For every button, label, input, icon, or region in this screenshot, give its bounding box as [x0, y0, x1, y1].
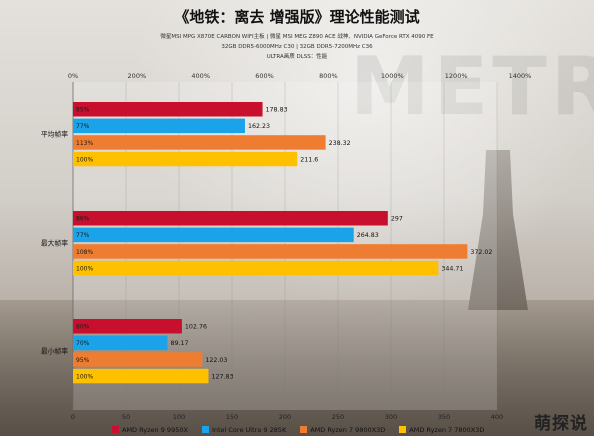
x-tick-label-7: 350: [438, 413, 450, 421]
bar-1-2: [73, 244, 468, 259]
bar-value-label-1-2: 372.02: [470, 249, 492, 256]
bar-value-label-2-0: 102.76: [185, 324, 207, 331]
legend-item-9800x3d: AMD Ryzen 7 9800X3D: [300, 426, 385, 434]
bar-0-3: [73, 151, 298, 167]
legend-swatch-9950x: [112, 426, 119, 433]
bar-percent-label-0-0: 85%: [76, 107, 90, 114]
bar-percent-label-0-1: 77%: [76, 123, 90, 130]
x-tick-label-8: 400: [491, 413, 503, 421]
x-top-tick-label-6: 1200%: [445, 72, 468, 80]
x-tick-label-6: 300: [385, 413, 397, 421]
x-top-tick-label-5: 1000%: [381, 72, 404, 80]
bar-value-label-0-2: 238.32: [329, 140, 351, 147]
x-top-tick-label-1: 200%: [128, 72, 147, 80]
bar-1-3: [73, 260, 439, 276]
chart-subtitles: 微星MSI MPG X870E CARBON WIFI主板 | 微星 MSI M…: [0, 32, 594, 62]
bar-percent-label-2-0: 80%: [76, 324, 90, 331]
bar-percent-label-2-1: 70%: [76, 340, 90, 347]
bar-percent-label-1-2: 108%: [76, 249, 93, 256]
bar-percent-label-2-2: 95%: [76, 357, 90, 364]
x-top-tick-label-3: 600%: [255, 72, 274, 80]
category-label-0: 平均帧率: [41, 130, 68, 139]
legend-swatch-9800x3d: [300, 426, 308, 433]
bar-percent-label-1-3: 100%: [76, 265, 93, 272]
legend-item-285k: Intel Core Ultra 9 285K: [201, 425, 287, 434]
legend-item-9950x: AMD Ryzen 9 9950X: [112, 426, 188, 434]
x-top-tick-label-7: 1400%: [509, 72, 532, 80]
legend-label-9950x: AMD Ryzen 9 9950X: [122, 425, 188, 434]
background-wordmark: METRO: [350, 40, 594, 133]
bar-0-1: [73, 118, 245, 134]
bar-2-1: [73, 335, 168, 351]
bar-value-label-1-1: 264.83: [357, 232, 379, 239]
x-tick-label-5: 250: [332, 413, 344, 421]
legend-label-9800x3d: AMD Ryzen 7 9800X3D: [310, 425, 386, 434]
bar-1-0: [73, 211, 388, 226]
x-tick-label-2: 100: [173, 413, 185, 421]
bar-value-label-0-0: 178.83: [266, 107, 288, 114]
subtitle-line-2: 32GB DDR5-6000MHz C30 | 32GB DDR5-7200MH…: [221, 44, 373, 50]
legend-label-7800x3d: AMD Ryzen 7 7800X3D: [409, 425, 485, 434]
bar-percent-label-0-3: 100%: [76, 156, 93, 163]
watermark: 萌探说: [534, 414, 588, 434]
bar-percent-label-1-0: 86%: [76, 216, 90, 223]
bar-0-0: [73, 102, 263, 117]
x-tick-label-1: 50: [122, 413, 130, 421]
bar-value-label-2-2: 122.03: [205, 357, 227, 364]
x-top-tick-label-2: 400%: [191, 72, 210, 80]
bar-value-label-2-3: 127.83: [211, 373, 233, 380]
bar-2-2: [73, 352, 203, 367]
legend-swatch-7800x3d: [399, 426, 407, 433]
bar-value-label-1-3: 344.71: [441, 265, 463, 272]
bar-2-0: [73, 319, 182, 334]
x-top-tick-label-4: 800%: [319, 72, 338, 80]
bar-0-2: [73, 135, 326, 150]
category-label-1: 最大帧率: [41, 239, 68, 248]
subtitle-line-3: ULTRA画质 DLSS：性能: [266, 54, 328, 60]
bar-value-label-0-3: 211.6: [300, 156, 318, 163]
bar-value-label-2-1: 89.17: [171, 340, 189, 347]
bar-1-1: [73, 227, 354, 243]
bar-percent-label-1-1: 77%: [76, 232, 90, 239]
bar-2-3: [73, 368, 209, 384]
x-tick-label-3: 150: [226, 413, 238, 421]
legend-swatch-285k: [201, 426, 209, 433]
bar-value-label-0-1: 162.23: [248, 123, 270, 130]
legend-label-285k: Intel Core Ultra 9 285K: [211, 425, 287, 434]
chart-legend: AMD Ryzen 9 9950X Intel Core Ultra 9 285…: [112, 424, 512, 435]
legend-item-7800x3d: AMD Ryzen 7 7800X3D: [399, 426, 484, 434]
subtitle-line-1: 微星MSI MPG X870E CARBON WIFI主板 | 微星 MSI M…: [160, 34, 434, 40]
bar-percent-label-0-2: 113%: [76, 140, 93, 147]
category-label-2: 最小帧率: [41, 347, 68, 356]
x-tick-label-0: 0: [71, 413, 75, 421]
x-tick-label-4: 200: [279, 413, 291, 421]
bar-value-label-1-0: 297: [391, 216, 403, 223]
x-top-tick-label-0: 0%: [68, 72, 78, 80]
bar-percent-label-2-3: 100%: [76, 373, 93, 380]
chart-title: 《地铁：离去 增强版》理论性能测试: [174, 8, 420, 26]
